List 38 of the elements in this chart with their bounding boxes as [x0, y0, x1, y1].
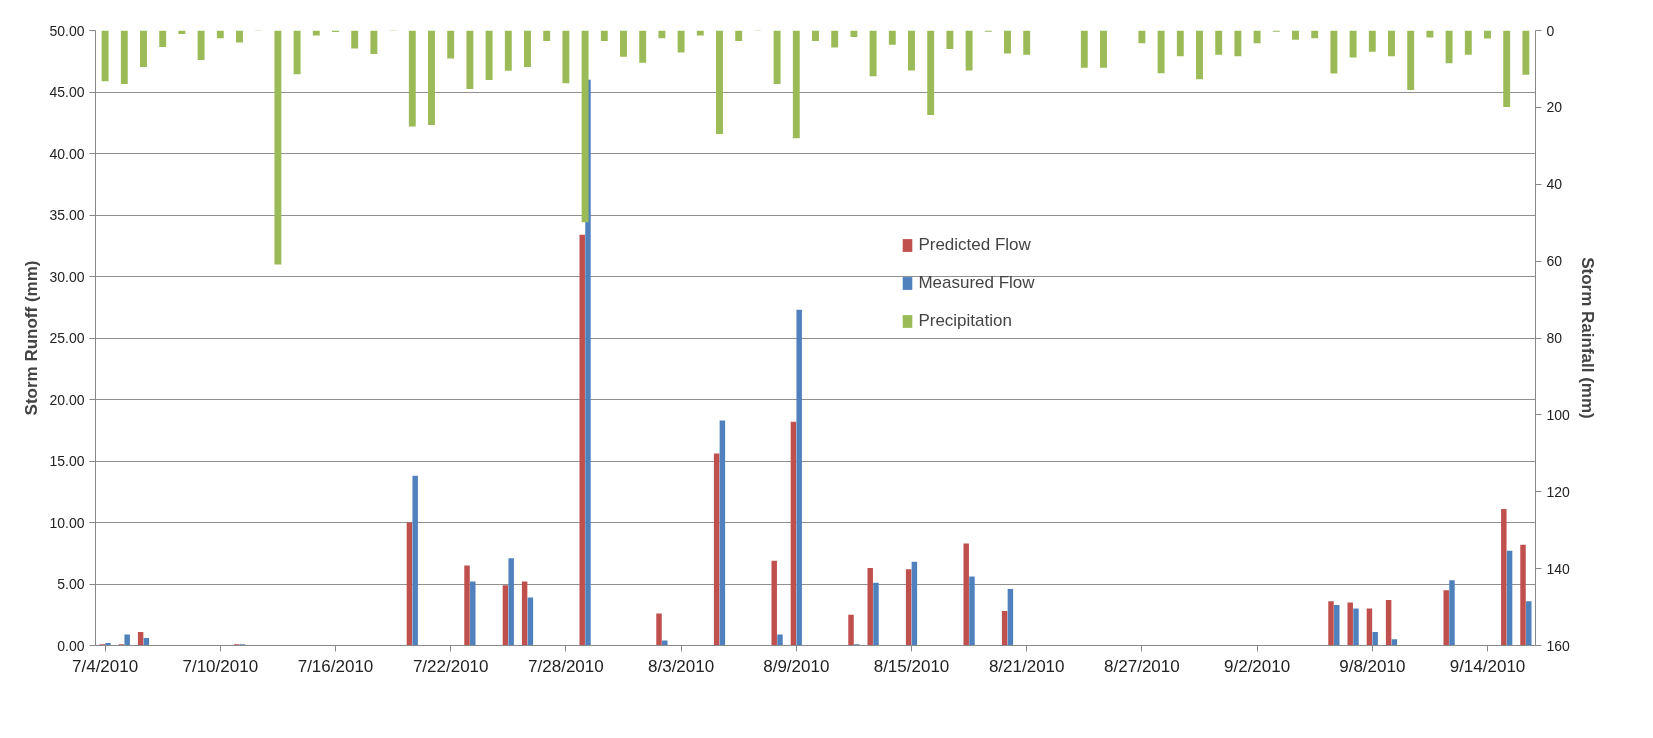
y-tick-label: 45.00: [49, 84, 85, 100]
y2-tick-label: 120: [1546, 483, 1571, 500]
y2-axis-title: Storm Rainfall (mm): [1577, 257, 1597, 419]
y2-tick-label: 20: [1546, 99, 1563, 116]
y2-tick-label: 140: [1546, 560, 1571, 577]
y-tick-label: 0.00: [57, 637, 85, 654]
x-tick-label: 9/8/2010: [1339, 656, 1406, 676]
x-tick-label: 8/3/2010: [648, 656, 715, 676]
legend-label: Predicted Flow: [918, 235, 1031, 256]
y-tick-label: 40.00: [49, 145, 85, 162]
y-axis-title: Storm Runoff (mm): [22, 260, 42, 416]
y2-tick-label: 40: [1546, 176, 1563, 193]
y2-tick-label: 100: [1546, 406, 1571, 423]
y-tick-label: 15.00: [49, 453, 85, 469]
x-tick-label: 7/16/2010: [297, 656, 374, 676]
x-tick-label: 9/2/2010: [1224, 656, 1291, 676]
x-tick-label: 9/14/2010: [1449, 656, 1526, 676]
y-tick-label: 35.00: [49, 207, 85, 223]
x-tick-label: 8/9/2010: [763, 656, 830, 676]
legend-label: Precipitation: [918, 311, 1012, 332]
legend-label: Measured Flow: [918, 273, 1035, 294]
x-tick-label: 8/21/2010: [988, 656, 1065, 676]
y2-tick-label: 60: [1546, 253, 1563, 270]
x-tick-label: 7/28/2010: [528, 656, 604, 676]
y-tick-label: 50.00: [49, 22, 85, 39]
y2-tick-label: 0: [1546, 22, 1555, 39]
x-tick-label: 7/22/2010: [412, 656, 489, 676]
x-tick-label: 8/15/2010: [873, 656, 950, 676]
y2-tick-label: 160: [1546, 637, 1571, 654]
x-tick-label: 7/4/2010: [72, 656, 139, 676]
x-tick-label: 8/27/2010: [1104, 656, 1180, 676]
y2-tick-label: 80: [1546, 330, 1563, 346]
y-tick-label: 30.00: [49, 268, 85, 285]
y-tick-label: 10.00: [49, 514, 85, 531]
y-tick-label: 5.00: [57, 576, 85, 592]
y-tick-label: 20.00: [49, 391, 85, 408]
x-tick-label: 7/10/2010: [182, 656, 259, 676]
y-tick-label: 25.00: [49, 330, 85, 346]
